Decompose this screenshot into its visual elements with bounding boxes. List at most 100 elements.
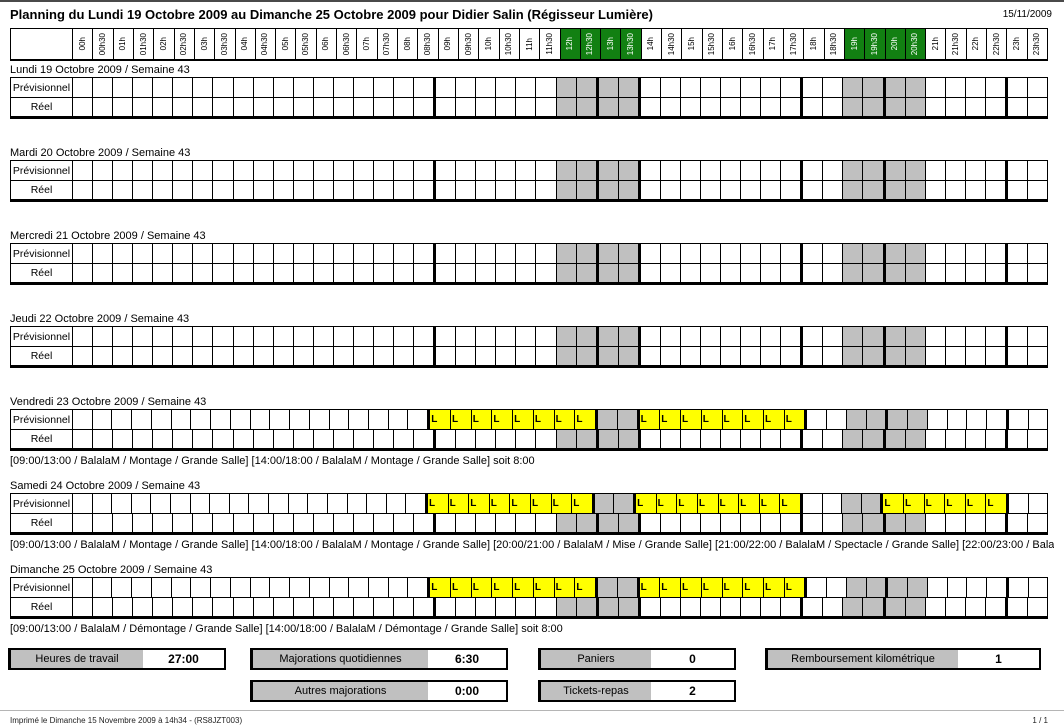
schedule-cell [73,347,92,365]
schedule-cell [799,494,822,513]
day-section: Dimanche 25 Octobre 2009 / Semaine 43 Pré… [0,564,1064,635]
hour-label: 17h [768,37,778,51]
schedule-cell [495,78,515,97]
schedule-cell [984,78,1005,97]
schedule-cell [387,578,408,597]
hour-cell: 09h [437,29,458,59]
schedule-cell [944,264,965,282]
schedule-cell [229,578,250,597]
schedule-cell [515,347,535,365]
break-cell [595,78,618,97]
break-cell [885,410,908,429]
schedule-cell [312,514,333,532]
schedule-cell [192,430,212,448]
hour-cell: 20h [884,29,905,59]
row-label: Prévisionnel [11,494,73,513]
schedule-cell [152,430,172,448]
schedule-cell [413,78,433,97]
work-cell: L [742,410,763,429]
hour-cell: 10h [478,29,498,59]
summary-value: 0 [689,652,696,666]
schedule-cell [312,98,333,116]
schedule-cell [352,264,373,282]
schedule-cell [760,78,780,97]
break-cell [555,181,576,199]
schedule-cell [252,264,273,282]
schedule-cell [720,347,740,365]
planned-row: Prévisionnel [11,244,1047,263]
break-cell [904,327,925,346]
schedule-cell [699,327,720,346]
work-cell: L [470,578,492,597]
schedule-cell [272,430,293,448]
hour-cell: 15h30 [701,29,722,59]
work-cell: L [676,494,697,513]
schedule-cell [637,347,660,365]
schedule-cell [679,264,700,282]
schedule-cell [475,244,495,263]
summary-value: 27:00 [168,652,199,666]
schedule-cell [822,598,842,616]
schedule-cell [740,161,760,180]
schedule-cell [368,578,388,597]
schedule-cell [780,327,800,346]
schedule-cell [924,598,945,616]
schedule-cell [455,347,475,365]
schedule-cell [1026,264,1047,282]
work-cell: L [779,494,800,513]
row-label: Prévisionnel [11,161,73,180]
schedule-cell [192,347,212,365]
hour-cell: 22h30 [986,29,1006,59]
schedule-cell [495,598,515,616]
schedule-cell [433,98,455,116]
schedule-cell [212,78,232,97]
schedule-cell [984,264,1005,282]
hour-label: 20h [890,37,900,51]
schedule-cell [352,78,373,97]
schedule-cell [984,514,1005,532]
actual-row: Réel [11,597,1047,616]
schedule-cell [393,327,413,346]
schedule-cell [413,347,433,365]
schedule-cell [172,430,192,448]
schedule-cell [112,514,132,532]
schedule-cell [924,327,945,346]
planned-row: Prévisionnel L L L L L L L L L L L L L L L L [11,410,1047,429]
schedule-cell [73,264,92,282]
schedule-cell [332,161,353,180]
hour-label: 15h30 [707,32,717,56]
schedule-cell [132,347,152,365]
hour-cell: 02h [153,29,173,59]
break-cell [591,494,614,513]
schedule-cell [252,161,273,180]
schedule-cell [515,430,535,448]
summary-box: Majorations quotidiennes 6:30 [250,648,508,670]
hour-label: 08h [402,37,412,51]
hour-cell: 00h30 [92,29,112,59]
schedule-cell [292,78,313,97]
schedule-cell [366,494,386,513]
row-label: Réel [11,430,73,448]
schedule-cell [332,78,353,97]
schedule-cell [413,98,433,116]
schedule-cell [760,161,780,180]
work-cell: L [424,494,448,513]
break-cell [842,98,863,116]
work-cell: L [553,578,575,597]
hour-label: 08h30 [422,32,432,56]
hour-label: 11h30 [544,33,554,55]
schedule-cell [659,181,680,199]
hour-label: 21h [930,37,940,51]
schedule-cell [132,78,152,97]
schedule-cell [515,264,535,282]
schedule-cell [1004,98,1027,116]
schedule-cell [112,598,132,616]
day-title: Lundi 19 Octobre 2009 / Semaine 43 [10,64,190,76]
work-cell: L [468,494,489,513]
schedule-cell [332,98,353,116]
schedule-cell [926,410,947,429]
break-cell [595,244,618,263]
schedule-cell [292,327,313,346]
hour-label: 07h30 [382,32,392,56]
schedule-cell [800,514,822,532]
